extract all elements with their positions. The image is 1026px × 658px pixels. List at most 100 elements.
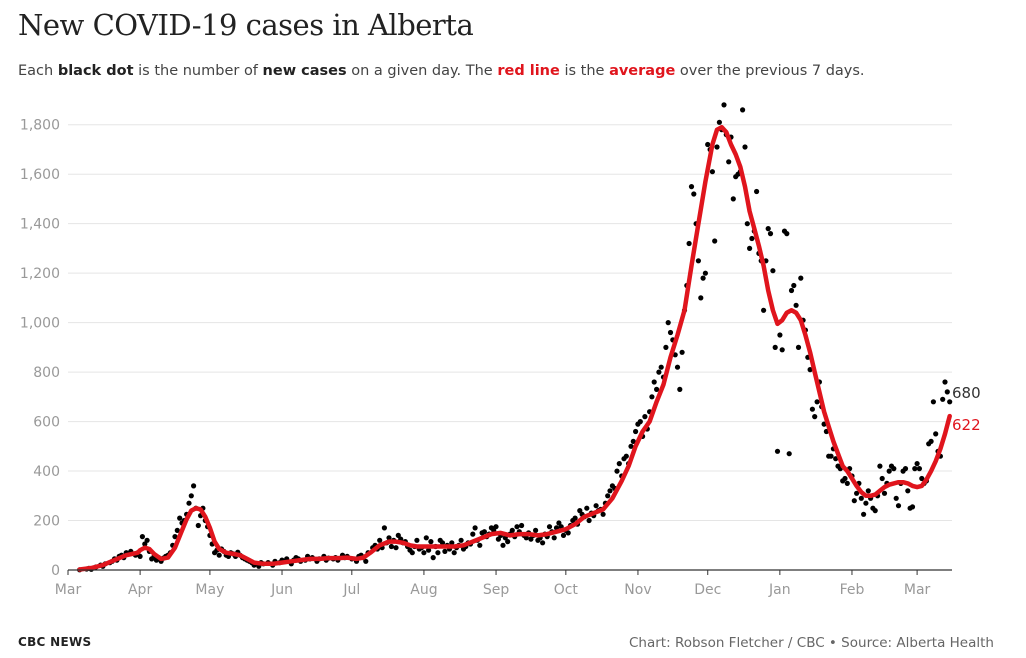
daily-case-dot (740, 107, 746, 113)
daily-case-dot (858, 495, 864, 501)
daily-case-dot (584, 505, 590, 511)
daily-case-dot (533, 527, 539, 534)
daily-case-dot (779, 347, 785, 353)
x-tick-label: Apr (128, 582, 152, 598)
daily-case-dot (191, 483, 197, 489)
daily-case-dot (186, 500, 192, 506)
x-tick-label: Oct (554, 582, 579, 598)
daily-case-dot (593, 503, 599, 509)
daily-case-dot (605, 493, 611, 499)
daily-case-dot (421, 550, 427, 556)
x-tick-label: Feb (840, 582, 865, 598)
daily-case-dot (649, 394, 655, 400)
daily-case-dot (798, 275, 804, 281)
daily-case-dot (423, 535, 429, 541)
daily-case-dot (514, 524, 520, 530)
grid-lines (68, 124, 952, 522)
daily-case-dot (698, 295, 704, 301)
daily-case-dot (377, 537, 383, 543)
cbc-news-logo: CBC NEWS (18, 635, 92, 649)
daily-case-dot (765, 226, 771, 232)
daily-case-dot (426, 547, 432, 553)
daily-case-dot (761, 307, 767, 313)
x-tick-label: Mar (55, 582, 82, 598)
daily-case-dot (177, 515, 183, 521)
daily-case-dot (793, 302, 799, 308)
daily-case-dot (928, 438, 934, 444)
daily-case-dot (749, 235, 755, 242)
x-tick-label: Sep (483, 582, 510, 598)
daily-case-dot (470, 531, 476, 537)
daily-case-dot (633, 428, 639, 435)
daily-case-dot (772, 344, 778, 350)
daily-case-dot (700, 275, 706, 281)
daily-case-dot (616, 461, 622, 467)
daily-case-dot (472, 525, 478, 531)
daily-case-dot (677, 386, 683, 392)
daily-case-dot (144, 537, 150, 543)
daily-case-dot (814, 399, 820, 405)
daily-case-dot (363, 558, 369, 564)
subtitle-text: over the previous 7 days. (675, 63, 865, 79)
daily-case-dot (812, 414, 818, 420)
subtitle-new-cases: new cases (262, 63, 347, 79)
daily-case-dot (863, 500, 869, 506)
daily-case-dot (895, 503, 902, 509)
y-tick-label: 1,200 (20, 266, 60, 282)
daily-case-dot (586, 517, 592, 524)
daily-case-dot (630, 438, 636, 444)
daily-case-dot (439, 540, 446, 546)
daily-case-dot (712, 238, 718, 244)
daily-case-dot (519, 522, 525, 529)
daily-case-dot (742, 144, 748, 150)
daily-case-dot (674, 364, 681, 370)
daily-case-dot (540, 540, 546, 546)
daily-case-dot (909, 504, 916, 510)
daily-case-dot (784, 231, 790, 237)
daily-case-dot (716, 119, 723, 125)
chart-credit: Chart: Robson Fletcher / CBC • Source: A… (629, 635, 994, 651)
x-tick-label: Aug (410, 582, 437, 598)
daily-case-dot (905, 488, 911, 494)
subtitle-dot-label: black dot (57, 63, 134, 79)
daily-case-dot (656, 369, 662, 375)
daily-case-dot (651, 379, 657, 385)
chart-title: New COVID-19 cases in Alberta (18, 8, 474, 42)
daily-case-dot (195, 522, 201, 529)
y-tick-label: 1,600 (20, 167, 60, 183)
daily-case-dot (523, 535, 529, 541)
y-tick-label: 0 (51, 563, 60, 579)
daily-case-dot (851, 498, 857, 504)
daily-case-dot (791, 282, 797, 289)
y-tick-label: 1,000 (20, 316, 60, 332)
daily-case-dot (695, 258, 702, 264)
daily-case-dot (886, 468, 892, 474)
daily-case-dot (637, 419, 643, 425)
daily-case-dot (481, 529, 487, 535)
daily-case-dot (844, 480, 850, 486)
daily-case-dot (702, 270, 709, 276)
daily-case-dot (919, 475, 925, 482)
daily-case-dot (914, 461, 920, 467)
daily-case-dot (709, 169, 716, 175)
daily-case-dot (872, 508, 878, 514)
daily-case-dot (381, 525, 387, 531)
chart-subtitle: Each black dot is the number of new case… (18, 63, 865, 79)
daily-case-dot (614, 468, 620, 474)
daily-case-dot (442, 548, 448, 555)
daily-case-dot (944, 389, 950, 395)
daily-case-dot (628, 443, 634, 449)
daily-case-dot (428, 539, 434, 545)
daily-case-dot (747, 245, 753, 251)
seven-day-average-line (77, 124, 952, 572)
daily-case-dot (809, 406, 816, 412)
end-label-average: 622 (952, 416, 981, 434)
subtitle-line-label: red line (497, 63, 560, 79)
y-axis-ticks: 0 200 400 600 800 1,000 1,200 1,400 1,600 1,800 (20, 118, 60, 579)
end-label-daily: 680 (952, 384, 981, 402)
daily-case-dot (828, 453, 834, 459)
x-tick-label: May (195, 582, 224, 598)
daily-case-dot (744, 221, 750, 227)
x-tick-label: Dec (694, 582, 721, 598)
daily-case-dot (865, 488, 871, 494)
